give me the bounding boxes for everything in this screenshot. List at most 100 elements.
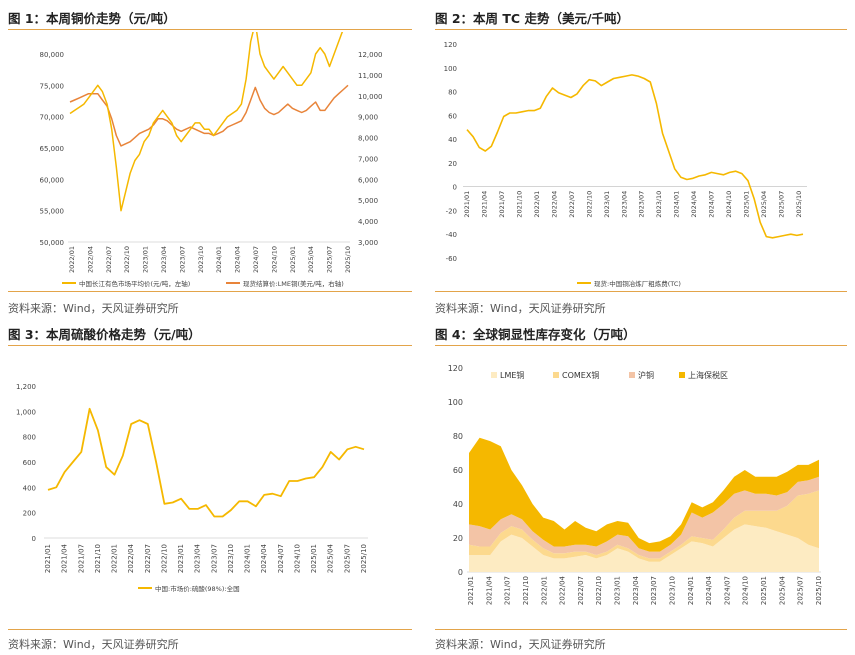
tc-chart: -60 -40 -20 0 20 40 60 80 100 120 2021/01 2021/04 20… (444, 41, 807, 288)
x-tick-label: 2025/01 (289, 246, 297, 273)
source-note: 资料来源：Wind，天风证券研究所 (435, 638, 606, 651)
x-tick-label: 2024/07 (723, 576, 731, 605)
x-tick-label: 2023/07 (210, 544, 218, 573)
x-tick-label: 2023/04 (194, 543, 202, 573)
y-tick-label: -40 (446, 231, 457, 239)
x-tick-label: 2022/07 (144, 544, 152, 573)
y-right-tick-label: 7,000 (358, 155, 378, 163)
legend-label: 中国:市场价:硫酸(98%):全国 (155, 584, 240, 593)
legend-label: 中国长江有色市场平均价(元/吨，左轴) (79, 279, 190, 288)
sulfuric-acid-chart: 0 200 400 600 800 1,000 1,200 2021/01 2021/04 202… (16, 383, 368, 593)
x-tick-label: 2025/07 (797, 576, 805, 605)
y-tick-label: 100 (444, 65, 457, 73)
legend-swatch (553, 372, 559, 378)
x-tick-label: 2022/10 (123, 246, 131, 273)
x-tick-label: 2022/01 (540, 576, 548, 605)
series-line-tc (466, 74, 804, 239)
x-tick-label: 2022/01 (111, 544, 119, 573)
y-tick-label: 20 (453, 534, 463, 543)
y-tick-label: 120 (444, 41, 457, 49)
x-tick-label: 2023/10 (197, 246, 205, 273)
x-tick-label: 2022/04 (550, 191, 558, 218)
area-shfe (469, 476, 819, 559)
x-tick-label: 2024/01 (673, 191, 681, 218)
x-tick-label: 2024/04 (705, 575, 713, 605)
area-lme (469, 524, 819, 572)
inventory-chart: 0 20 40 60 80 100 120 2021/01 2021/04 2021/07 2021… (448, 364, 823, 605)
y-tick-label: 400 (23, 484, 36, 492)
x-tick-label: 2022/01 (68, 246, 76, 273)
x-tick-label: 2024/07 (708, 191, 716, 218)
x-tick-label: 2025/04 (307, 246, 315, 273)
y-right-tick-label: 10,000 (358, 93, 383, 101)
panel-tc: 图 2：本周 TC 走势（美元/千吨） -60 -40 -20 0 20 40 60 80 10… (435, 8, 847, 318)
x-tick-label: 2021/01 (463, 191, 471, 218)
x-tick-label: 2022/10 (160, 544, 168, 573)
x-tick-label: 2023/01 (614, 576, 622, 605)
x-tick-label: 2022/07 (105, 246, 113, 273)
title-divider (435, 29, 847, 30)
y-tick-label: 0 (458, 568, 463, 577)
panel-inventory: 图 4：全球铜显性库存变化（万吨） 0 20 40 60 80 100 120 2021/01… (435, 324, 847, 651)
x-tick-label: 2022/07 (577, 576, 585, 605)
x-tick-label: 2024/01 (244, 544, 252, 573)
x-tick-label: 2023/07 (638, 191, 646, 218)
legend-label: 沪铜 (638, 370, 654, 380)
source-divider (8, 291, 412, 292)
y-right-tick-label: 11,000 (358, 72, 383, 80)
x-tick-label: 2025/01 (743, 191, 751, 218)
x-tick-label: 2025/01 (760, 576, 768, 605)
x-tick-label: 2022/10 (585, 191, 593, 218)
x-tick-label: 2021/04 (480, 191, 488, 218)
x-tick-label: 2021/01 (467, 576, 475, 605)
x-tick-label: 2022/04 (86, 246, 94, 273)
y-right-tick-label: 6,000 (358, 176, 378, 184)
y-right-tick-label: 5,000 (358, 197, 378, 205)
panel-title: 图 1：本周铜价走势（元/吨） (8, 11, 176, 26)
y-left-tick-label: 80,000 (40, 51, 65, 59)
panel-sulfuric-acid: 图 3：本周硫酸价格走势（元/吨） 0 200 400 600 800 1,000 1,20… (8, 324, 412, 651)
y-tick-label: 80 (448, 89, 457, 97)
legend-label: COMEX铜 (562, 370, 599, 380)
x-tick-label: 2025/01 (310, 544, 318, 573)
title-divider (8, 345, 412, 346)
title-divider (8, 29, 412, 30)
x-tick-label: 2025/04 (778, 575, 786, 605)
x-tick-label: 2025/10 (815, 576, 823, 605)
source-divider (435, 629, 847, 630)
legend-label: 现货:中国铜冶炼厂粗炼费(TC) (594, 279, 681, 288)
y-tick-label: 60 (448, 112, 457, 120)
y-tick-label: 40 (448, 136, 457, 144)
y-right-tick-label: 8,000 (358, 135, 378, 143)
x-tick-label: 2025/10 (360, 544, 368, 573)
y-left-tick-label: 55,000 (40, 208, 65, 216)
x-tick-label: 2024/01 (215, 246, 223, 273)
panel-title: 图 4：全球铜显性库存变化（万吨） (435, 327, 636, 342)
x-tick-label: 2024/10 (270, 246, 278, 273)
y-tick-label: 0 (32, 535, 36, 543)
series-line-changjiang (69, 32, 344, 212)
x-tick-label: 2023/01 (177, 544, 185, 573)
y-tick-label: 600 (23, 459, 36, 467)
legend-label: LME铜 (500, 370, 524, 380)
y-tick-label: 0 (453, 184, 457, 192)
x-tick-label: 2023/04 (632, 575, 640, 605)
y-right-tick-label: 4,000 (358, 218, 378, 226)
legend-swatch (491, 372, 497, 378)
x-tick-label: 2023/07 (650, 576, 658, 605)
x-tick-label: 2022/07 (568, 191, 576, 218)
x-tick-label: 2023/10 (668, 576, 676, 605)
y-right-tick-label: 3,000 (358, 239, 378, 247)
x-tick-label: 2025/10 (344, 246, 352, 273)
y-left-tick-label: 65,000 (40, 145, 65, 153)
x-tick-label: 2024/07 (277, 544, 285, 573)
x-tick-label: 2024/01 (687, 576, 695, 605)
source-note: 资料来源：Wind，天风证券研究所 (435, 302, 606, 315)
x-tick-label: 2025/04 (327, 543, 335, 573)
y-left-tick-label: 70,000 (40, 114, 65, 122)
y-tick-label: 200 (23, 510, 36, 518)
x-tick-label: 2022/04 (127, 543, 135, 573)
source-divider (435, 291, 847, 292)
x-tick-label: 2024/04 (234, 246, 242, 273)
y-tick-label: -60 (446, 255, 457, 263)
